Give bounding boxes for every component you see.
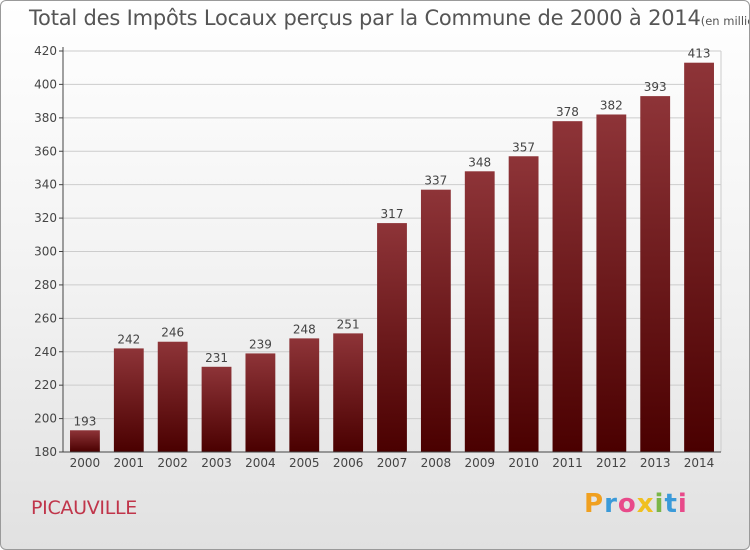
bar xyxy=(377,223,407,452)
y-tick-label: 300 xyxy=(34,245,57,259)
y-tick-label: 340 xyxy=(34,178,57,192)
bar xyxy=(596,114,627,452)
bar-value-label: 231 xyxy=(205,351,228,365)
x-tick-label: 2000 xyxy=(70,456,101,470)
bar xyxy=(420,189,451,452)
x-tick-label: 2014 xyxy=(684,456,715,470)
bar xyxy=(508,156,539,452)
chart-title: Total des Impôts Locaux perçus par la Co… xyxy=(29,6,749,30)
commune-name: PICAUVILLE xyxy=(31,497,138,519)
brand-letter: o xyxy=(617,489,637,519)
y-tick-label: 320 xyxy=(34,211,57,225)
brand-letter: t xyxy=(664,489,678,519)
x-tick-label: 2004 xyxy=(245,456,276,470)
x-tick-label: 2002 xyxy=(157,456,188,470)
brand-letter: P xyxy=(584,489,605,519)
y-tick-label: 380 xyxy=(34,111,57,125)
y-tick-label: 360 xyxy=(34,144,57,158)
bar-value-label: 193 xyxy=(73,414,96,428)
x-tick-label: 2006 xyxy=(333,456,364,470)
bar-value-label: 248 xyxy=(293,322,316,336)
bar-value-label: 382 xyxy=(600,98,623,112)
brand-letter: x xyxy=(636,489,655,519)
bar-value-label: 246 xyxy=(161,326,184,340)
bar xyxy=(113,348,144,452)
chart-title-unit: (en milliers d'€) xyxy=(700,14,749,28)
chart-title-text: Total des Impôts Locaux perçus par la Co… xyxy=(29,6,701,30)
x-tick-label: 2001 xyxy=(114,456,145,470)
bar-value-label: 393 xyxy=(644,80,667,94)
y-tick-label: 400 xyxy=(34,77,57,91)
bar-value-label: 413 xyxy=(688,47,711,61)
y-tick-label: 420 xyxy=(34,44,57,58)
bar-value-label: 239 xyxy=(249,337,272,351)
bar-value-label: 317 xyxy=(381,207,404,221)
y-tick-label: 200 xyxy=(34,412,57,426)
x-tick-label: 2012 xyxy=(596,456,627,470)
x-tick-label: 2011 xyxy=(552,456,583,470)
y-tick-label: 260 xyxy=(34,311,57,325)
bar xyxy=(333,333,364,452)
brand-letter: i xyxy=(677,489,688,519)
bar xyxy=(157,341,188,452)
y-tick-label: 280 xyxy=(34,278,57,292)
bar-value-label: 378 xyxy=(556,105,579,119)
bar xyxy=(245,353,276,452)
x-tick-label: 2008 xyxy=(421,456,452,470)
x-tick-label: 2007 xyxy=(377,456,408,470)
brand-letter: r xyxy=(604,489,618,519)
bar xyxy=(640,96,671,453)
bar-value-label: 357 xyxy=(512,140,535,154)
bar xyxy=(552,121,583,453)
proxiti-logo: Proxiti xyxy=(584,489,688,519)
bar xyxy=(289,338,320,452)
x-tick-label: 2009 xyxy=(464,456,495,470)
bar xyxy=(464,171,495,453)
y-tick-label: 240 xyxy=(34,345,57,359)
y-tick-label: 220 xyxy=(34,378,57,392)
x-tick-label: 2003 xyxy=(201,456,232,470)
x-tick-label: 2013 xyxy=(640,456,671,470)
bar-value-label: 242 xyxy=(117,332,140,346)
bar-value-label: 251 xyxy=(337,317,360,331)
brand-letter: i xyxy=(654,489,665,519)
bar xyxy=(201,366,232,452)
y-tick-label: 180 xyxy=(34,445,57,459)
bar-value-label: 348 xyxy=(468,155,491,169)
bar-value-label: 337 xyxy=(424,174,447,188)
bar xyxy=(70,430,100,452)
x-tick-label: 2010 xyxy=(508,456,539,470)
bar xyxy=(684,62,714,453)
x-tick-label: 2005 xyxy=(289,456,320,470)
